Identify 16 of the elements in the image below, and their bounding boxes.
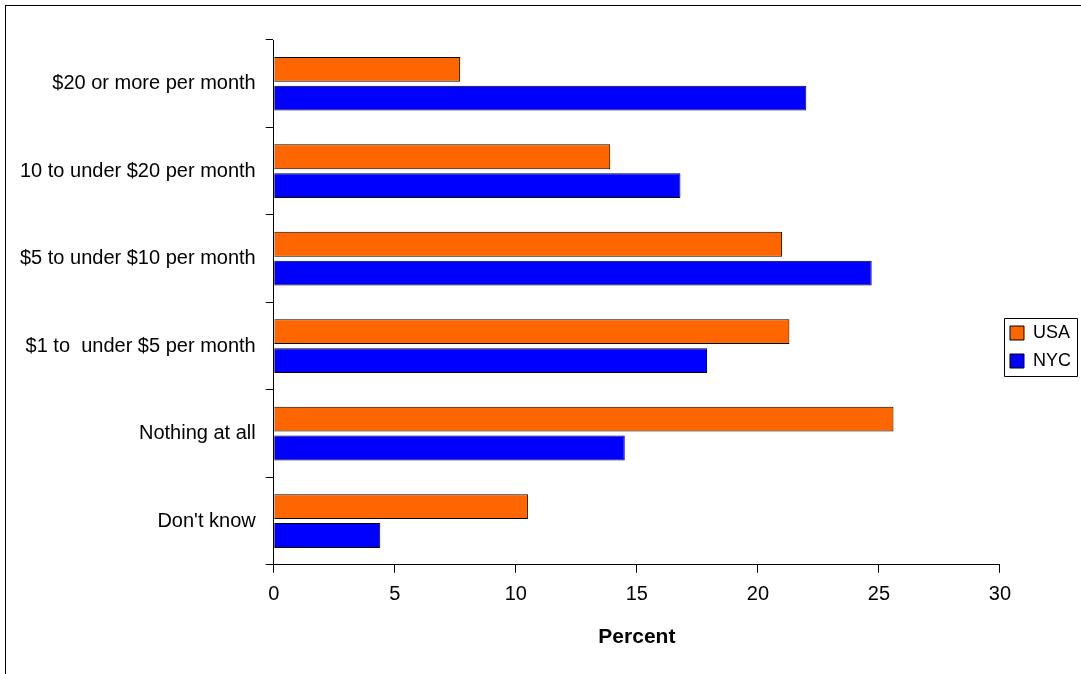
legend-label: USA <box>1033 321 1071 342</box>
y-tick-label: $5 to under $10 per month <box>19 246 256 269</box>
legend-label: NYC <box>1033 349 1072 370</box>
x-tick-label: 25 <box>867 582 891 605</box>
x-tick-label: 0 <box>268 582 280 605</box>
x-axis-title: Percent <box>598 624 676 648</box>
y-tick-label: $1 to under $5 per month <box>25 333 256 356</box>
y-tick-label: Nothing at all <box>138 421 256 444</box>
x-tick-label: 15 <box>625 582 648 605</box>
x-tick-label: 10 <box>504 582 527 605</box>
y-tick-label: $20 or more per month <box>52 71 256 94</box>
y-tick-label: Don't know <box>157 508 257 531</box>
y-tick-label: 10 to under $20 per month <box>19 158 256 181</box>
x-tick-label: 30 <box>988 582 1012 605</box>
x-tick-label: 5 <box>389 582 401 605</box>
x-tick-label: 20 <box>746 582 770 605</box>
